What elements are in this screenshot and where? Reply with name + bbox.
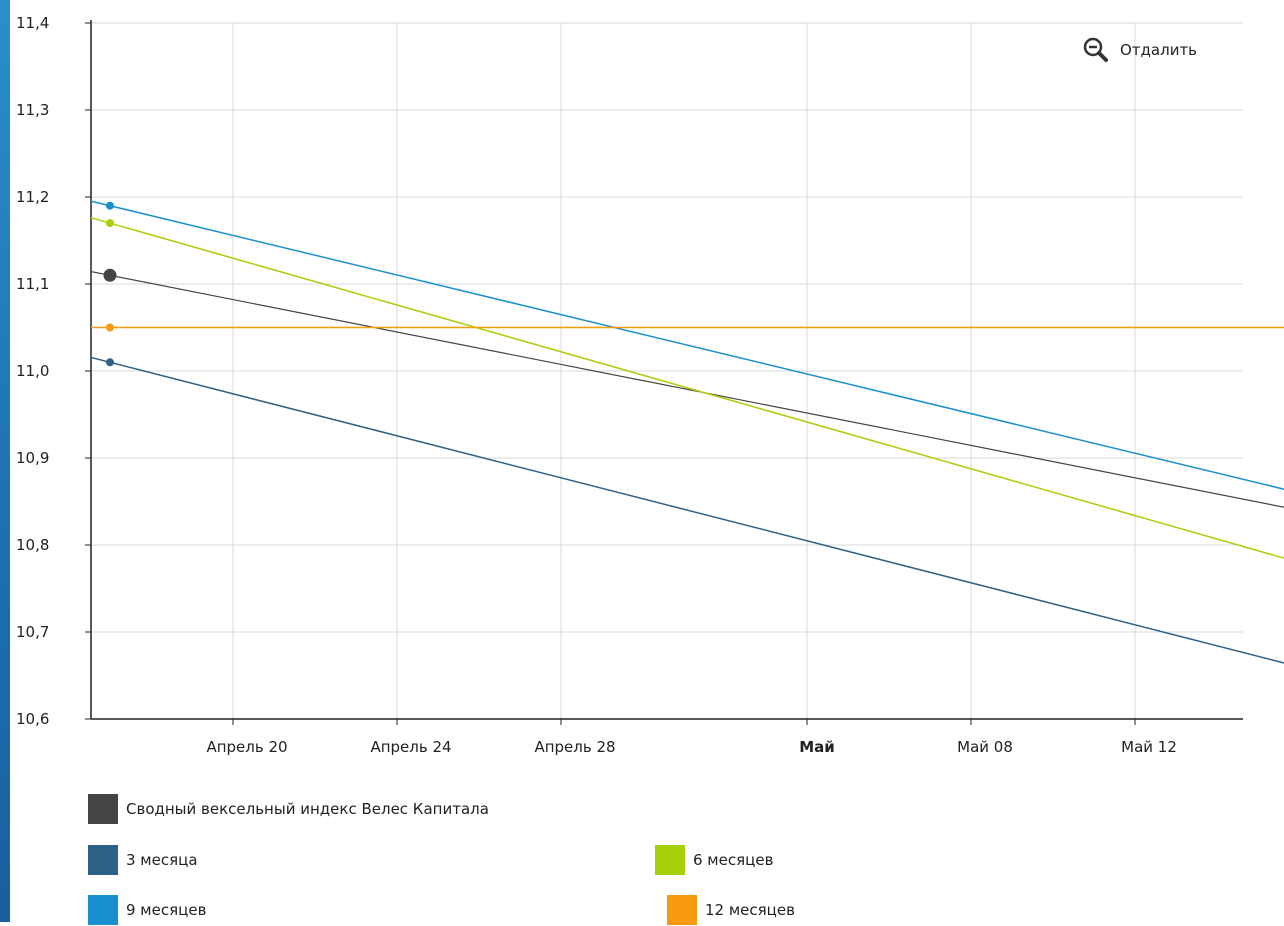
y-axis-ticks: 10,6 10,7 10,8 10,9 11,0 11,1 11,2 11,3 11,4	[16, 14, 91, 728]
x-tick-label: Апрель 24	[370, 738, 451, 756]
y-tick-label: 10,6	[16, 710, 49, 728]
data-point-1-0	[106, 358, 114, 366]
data-point-2-0	[106, 219, 114, 227]
legend-swatch	[88, 794, 118, 824]
x-tick-label: Апрель 20	[206, 738, 287, 756]
legend-label: 9 месяцев	[126, 901, 206, 919]
data-point-4-0	[106, 324, 114, 332]
data-point-0-0	[104, 269, 117, 282]
grid	[91, 23, 1243, 719]
x-axis-ticks: Апрель 20 Апрель 24 Апрель 28 Май Май 08 Май …	[206, 719, 1284, 756]
y-tick-label: 11,2	[16, 188, 49, 206]
series-line-0	[91, 272, 1284, 511]
series-line-1	[91, 357, 1284, 666]
y-tick-label: 11,3	[16, 101, 49, 119]
series-line-3	[91, 201, 1284, 493]
zoom-out-label: Отдалить	[1120, 41, 1197, 59]
series-lines	[91, 201, 1284, 667]
legend-item[interactable]: 12 месяцев	[667, 894, 795, 926]
legend-item[interactable]: Сводный вексельный индекс Велес Капитала	[88, 793, 489, 825]
y-tick-label: 11,0	[16, 362, 49, 380]
legend-swatch	[88, 895, 118, 925]
legend-swatch	[88, 845, 118, 875]
x-tick-label: Апрель 28	[534, 738, 615, 756]
x-tick-label: Май	[799, 738, 835, 756]
y-tick-label: 11,1	[16, 275, 49, 293]
x-tick-label: Май 12	[1121, 738, 1177, 756]
legend-label: 6 месяцев	[693, 851, 773, 869]
legend-item[interactable]: 6 месяцев	[655, 844, 773, 876]
legend-swatch	[655, 845, 685, 875]
legend-item[interactable]: 3 месяца	[88, 844, 198, 876]
data-point-3-0	[106, 202, 114, 210]
legend-label: 3 месяца	[126, 851, 198, 869]
y-tick-label: 10,9	[16, 449, 49, 467]
y-tick-label: 10,8	[16, 536, 49, 554]
x-tick-label: Май 08	[957, 738, 1013, 756]
legend-label: Сводный вексельный индекс Велес Капитала	[126, 800, 489, 818]
legend-swatch	[667, 895, 697, 925]
zoom-out-button[interactable]: Отдалить	[1082, 34, 1197, 66]
zoom-out-icon	[1082, 36, 1110, 64]
y-tick-label: 10,7	[16, 623, 49, 641]
axes	[91, 20, 1243, 719]
legend-label: 12 месяцев	[705, 901, 795, 919]
y-tick-label: 11,4	[16, 14, 49, 32]
legend-item[interactable]: 9 месяцев	[88, 894, 206, 926]
